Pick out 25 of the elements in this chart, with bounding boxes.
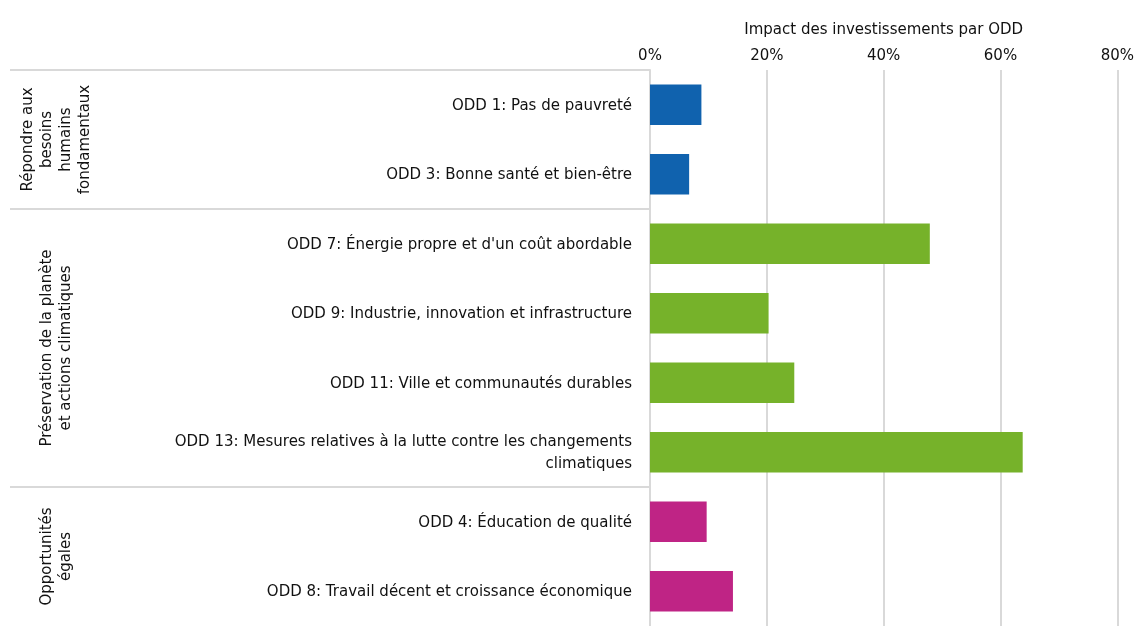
y-tick-label: ODD 11: Ville et communautés durables <box>329 373 633 392</box>
x-tick-label: 60% <box>983 45 1018 64</box>
bar <box>650 293 769 334</box>
y-tick-label: ODD 8: Travail décent et croissance économique <box>266 582 632 601</box>
bar <box>650 84 702 125</box>
bar <box>650 571 733 612</box>
x-axis-title: Impact des investissements par ODD <box>744 19 1024 38</box>
x-tick-label: 80% <box>1100 45 1134 64</box>
bar <box>650 223 930 264</box>
y-tick-label: ODD 1: Pas de pauvreté <box>452 95 632 114</box>
bar <box>650 362 795 403</box>
y-tick-label: ODD 7: Énergie propre et d'un coût abordable <box>286 233 632 253</box>
x-tick-label: 40% <box>866 45 901 64</box>
y-tick-label: ODD 3: Bonne santé et bien-être <box>386 165 632 184</box>
text: Opportunités égales <box>36 507 74 606</box>
text: Préservation de la planète et actions climatiques <box>36 249 74 447</box>
bar <box>650 432 1023 473</box>
bar <box>650 501 707 542</box>
x-tick-label: 20% <box>750 45 784 64</box>
y-tick-label: ODD 9: Industrie, innovation et infrastructure <box>291 304 632 323</box>
text: Répondre aux besoins humains fondamentaux <box>17 84 93 195</box>
x-tick-label: 0% <box>638 45 662 64</box>
y-tick-label: ODD 13: Mesures relatives à la lutte contre les changements climatiques <box>174 432 633 473</box>
bar <box>650 154 690 195</box>
y-tick-label: ODD 4: Éducation de qualité <box>418 511 632 531</box>
